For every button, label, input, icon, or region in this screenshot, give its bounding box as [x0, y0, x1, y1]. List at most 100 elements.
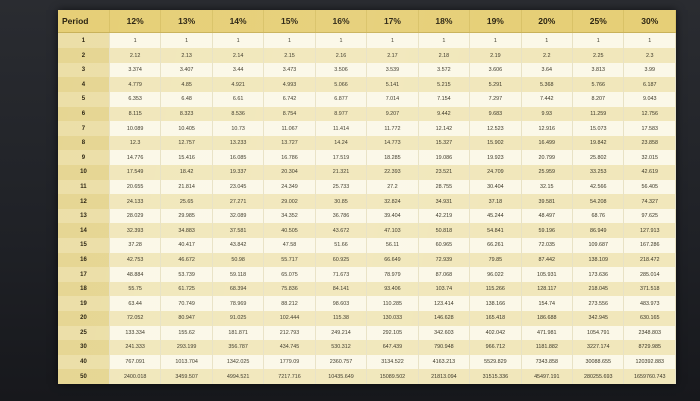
factor-cell: 25.802 [572, 150, 625, 166]
factor-cell: 21.321 [315, 165, 368, 180]
factor-cell: 48.497 [521, 208, 574, 224]
factor-cell: 1013.704 [160, 354, 213, 370]
factor-cell: 133.334 [109, 325, 162, 341]
table-row: 13 28.029 29.985 32.089 34.352 36.786 39.404 42… [58, 208, 676, 224]
factor-cell: 155.62 [160, 325, 213, 341]
factor-cell: 966.712 [469, 340, 522, 355]
column-header-rate: 14% [212, 10, 265, 33]
factor-cell: 630.165 [623, 310, 676, 326]
factor-cell: 10.089 [109, 121, 162, 136]
factor-cell: 24.349 [263, 179, 316, 195]
factor-cell: 273.556 [572, 296, 625, 311]
factor-cell: 21.814 [160, 179, 213, 195]
column-header-rate: 13% [160, 10, 213, 33]
factor-cell: 12.142 [418, 121, 471, 136]
factor-cell: 19.337 [212, 165, 265, 180]
factor-cell: 15.327 [418, 135, 471, 151]
factor-cell: 54.841 [469, 223, 522, 239]
factor-cell: 2.3 [623, 48, 676, 63]
factor-cell: 2400.018 [109, 369, 162, 384]
factor-cell: 7.442 [521, 92, 574, 107]
factor-cell: 2348.803 [623, 325, 676, 341]
factor-cell: 59.196 [521, 223, 574, 239]
period-cell: 25 [58, 325, 110, 341]
factor-cell: 120392.883 [623, 354, 676, 370]
factor-cell: 40.505 [263, 223, 316, 239]
factor-cell: 91.025 [212, 310, 265, 326]
factor-cell: 6.61 [212, 92, 265, 107]
factor-cell: 3.506 [315, 62, 368, 78]
factor-cell: 530.312 [315, 340, 368, 355]
factor-cell: 70.749 [160, 296, 213, 311]
factor-cell: 109.687 [572, 238, 625, 253]
factor-cell: 84.141 [315, 281, 368, 297]
factor-cell: 181.871 [212, 325, 265, 341]
factor-cell: 10.405 [160, 121, 213, 136]
factor-cell: 9.683 [469, 106, 522, 122]
factor-cell: 9.442 [418, 106, 471, 122]
table-row: 4 4.779 4.85 4.921 4.993 5.066 5.141 5.215 5.291… [58, 77, 676, 93]
factor-cell: 1 [623, 32, 676, 49]
factor-cell: 2.17 [366, 48, 419, 63]
factor-cell: 123.414 [418, 296, 471, 311]
factor-cell: 130.033 [366, 310, 419, 326]
factor-cell: 72.035 [521, 238, 574, 253]
factor-cell: 249.214 [315, 325, 368, 341]
factor-cell: 115.266 [469, 281, 522, 297]
factor-cell: 4.85 [160, 77, 213, 93]
factor-cell: 3.374 [109, 62, 162, 78]
factor-cell: 11.259 [572, 106, 625, 122]
period-cell: 8 [58, 135, 110, 151]
factor-cell: 72.939 [418, 252, 471, 268]
factor-cell: 471.981 [521, 325, 574, 341]
factor-cell: 56.405 [623, 179, 676, 195]
period-cell: 18 [58, 281, 110, 297]
factor-cell: 59.118 [212, 267, 265, 282]
factor-cell: 32.15 [521, 179, 574, 195]
factor-cell: 1 [418, 32, 471, 49]
factor-cell: 165.418 [469, 310, 522, 326]
factor-cell: 11.772 [366, 121, 419, 136]
table-row: 11 20.655 21.814 23.045 24.349 25.733 27.2 28.7… [58, 179, 676, 195]
column-header-rate: 25% [572, 10, 625, 33]
factor-cell: 8.207 [572, 92, 625, 107]
factor-cell: 13.233 [212, 135, 265, 151]
future-value-table: Period 12% 13% 14% 15% 16% 17% 18% 19% 20% 25% 30% … [58, 10, 676, 384]
factor-cell: 110.285 [366, 296, 419, 311]
factor-cell: 3134.522 [366, 354, 419, 370]
factor-cell: 13.727 [263, 135, 316, 151]
factor-cell: 2.14 [212, 48, 265, 63]
factor-cell: 43.672 [315, 223, 368, 239]
factor-cell: 3.606 [469, 62, 522, 78]
factor-cell: 8.754 [263, 106, 316, 122]
factor-cell: 86.949 [572, 223, 625, 239]
factor-cell: 39.404 [366, 208, 419, 224]
factor-cell: 10435.649 [315, 369, 368, 384]
factor-cell: 40.417 [160, 238, 213, 253]
table-row: 6 8.115 8.323 8.536 8.754 8.977 9.207 9.442 9.68… [58, 106, 676, 122]
period-cell: 6 [58, 106, 110, 122]
table-row: 2 2.12 2.13 2.14 2.15 2.16 2.17 2.18 2.19 2.2 2.25… [58, 48, 676, 63]
factor-cell: 47.58 [263, 238, 316, 253]
factor-cell: 20.304 [263, 165, 316, 180]
factor-cell: 2.12 [109, 48, 162, 63]
factor-cell: 154.74 [521, 296, 574, 311]
factor-cell: 16.499 [521, 135, 574, 151]
factor-cell: 1 [366, 32, 419, 49]
future-value-table-sheet: Period 12% 13% 14% 15% 16% 17% 18% 19% 20% 25% 30% … [58, 10, 676, 384]
factor-cell: 79.85 [469, 252, 522, 268]
factor-cell: 3.407 [160, 62, 213, 78]
factor-cell: 9.043 [623, 92, 676, 107]
table-row: 3 3.374 3.407 3.44 3.473 3.506 3.539 3.572 3.606… [58, 62, 676, 78]
column-header-period: Period [58, 10, 110, 33]
factor-cell: 32.393 [109, 223, 162, 239]
period-cell: 7 [58, 121, 110, 136]
factor-cell: 48.884 [109, 267, 162, 282]
factor-cell: 146.628 [418, 310, 471, 326]
factor-cell: 20.655 [109, 179, 162, 195]
factor-cell: 1 [521, 32, 574, 49]
factor-cell: 212.793 [263, 325, 316, 341]
factor-cell: 6.742 [263, 92, 316, 107]
factor-cell: 68.394 [212, 281, 265, 297]
factor-cell: 9.207 [366, 106, 419, 122]
